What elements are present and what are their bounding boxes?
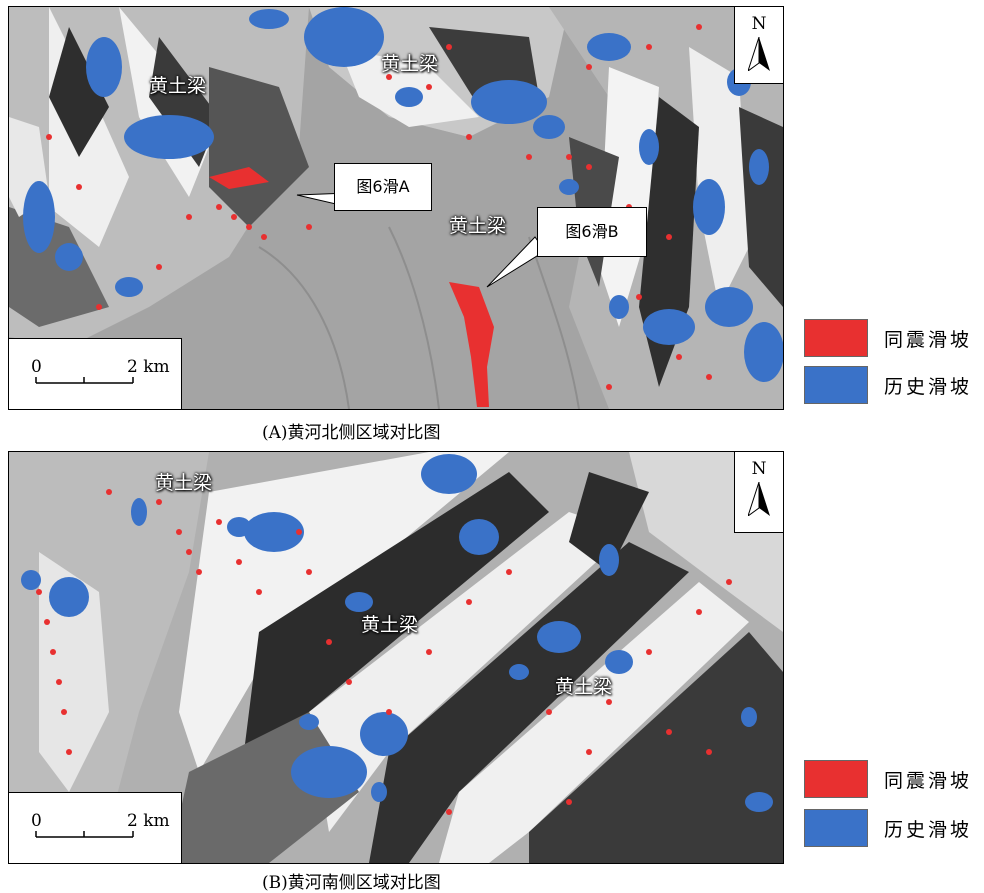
north-arrow: N	[734, 7, 783, 84]
historical-landslides-a	[23, 7, 783, 382]
north-arrow-icon	[748, 37, 770, 71]
ridge-label: 黄土梁	[155, 472, 213, 494]
north-label: N	[751, 459, 767, 479]
north-arrow: N	[734, 452, 783, 533]
legend-label-historical: 历史滑坡	[884, 818, 973, 841]
callout-fig6-a: 图6滑A	[334, 163, 432, 211]
ridge-label: 黄土梁	[555, 676, 613, 698]
historical-landslides-b	[21, 454, 773, 812]
legend-swatch-coseismic	[804, 319, 868, 357]
ridge-label: 黄土梁	[381, 53, 439, 75]
legend-historical-b: 历史滑坡	[804, 809, 972, 847]
callout-b-pointer	[486, 236, 545, 288]
hillshade-terrain-b	[9, 452, 783, 863]
hillshade-terrain-a	[9, 7, 783, 409]
legend-label-coseismic: 同震滑坡	[884, 328, 973, 351]
legend-swatch-historical	[804, 809, 868, 847]
caption-panel-a: (A)黄河北侧区域对比图	[262, 423, 441, 443]
ridge-label: 黄土梁	[149, 75, 207, 97]
scale-bar-line	[35, 377, 134, 384]
map-panel-b: 黄土梁 黄土梁 黄土梁 N 0 2 km	[8, 451, 784, 864]
north-arrow-icon	[748, 482, 770, 516]
legend-historical-a: 历史滑坡	[804, 366, 972, 404]
map-panel-a: 黄土梁 黄土梁 黄土梁 图6滑A 图6滑B N 0 2 km	[8, 6, 784, 410]
north-label: N	[751, 14, 767, 34]
scale-end-label: 2 km	[127, 357, 170, 377]
scale-start-label: 0	[31, 357, 42, 377]
scale-bar: 0 2 km	[9, 338, 182, 409]
callout-fig6-b: 图6滑B	[537, 207, 647, 257]
ridge-label: 黄土梁	[361, 614, 419, 636]
legend-label-historical: 历史滑坡	[884, 375, 973, 398]
scale-start-label: 0	[31, 811, 42, 831]
legend-coseismic-b: 同震滑坡	[804, 760, 972, 798]
coseismic-landslides-a	[46, 24, 712, 407]
legend-swatch-coseismic	[804, 760, 868, 798]
ridge-label: 黄土梁	[449, 215, 507, 237]
legend-coseismic-a: 同震滑坡	[804, 319, 972, 357]
coseismic-landslides-b	[36, 489, 732, 815]
scale-bar-line	[35, 831, 134, 838]
legend-swatch-historical	[804, 366, 868, 404]
scale-bar: 0 2 km	[9, 792, 182, 863]
caption-panel-b: (B)黄河南侧区域对比图	[262, 873, 441, 893]
scale-end-label: 2 km	[127, 811, 170, 831]
legend-label-coseismic: 同震滑坡	[884, 769, 973, 792]
